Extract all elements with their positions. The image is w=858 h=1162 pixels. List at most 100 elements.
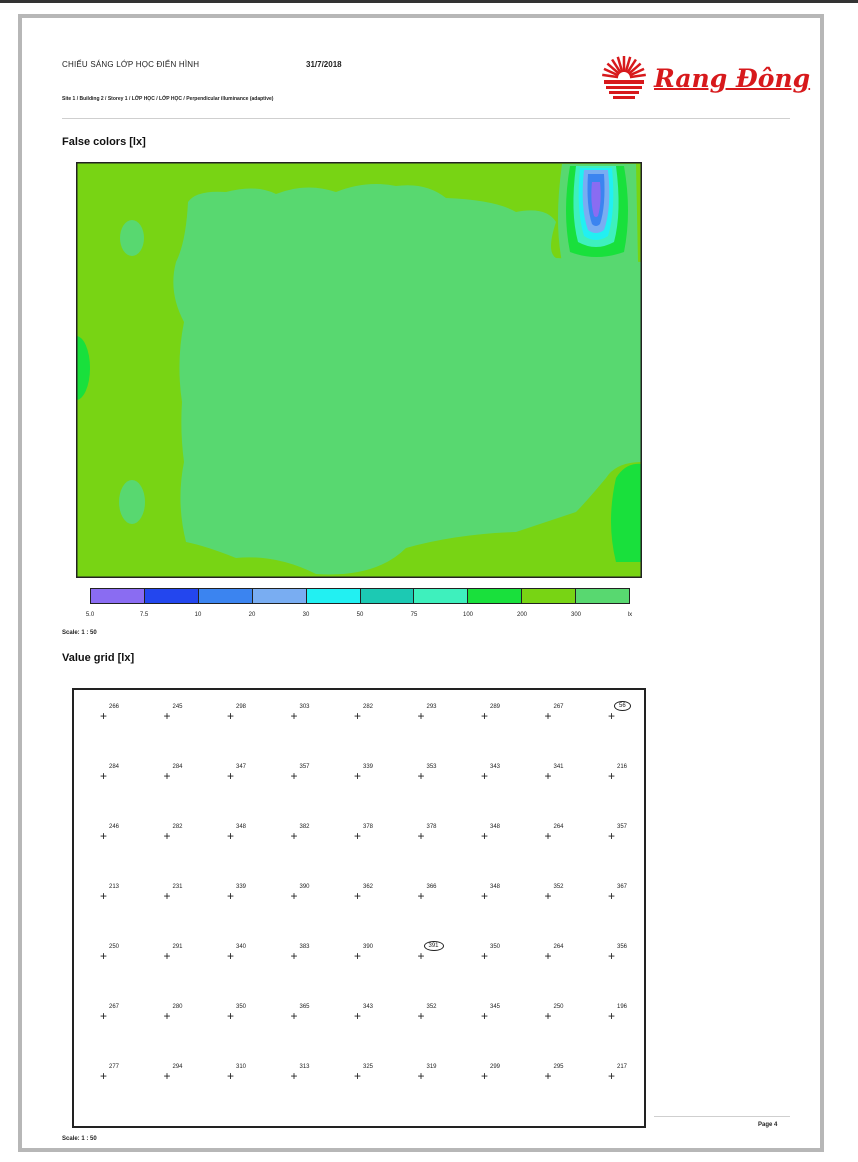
crosshair-icon: + — [417, 769, 425, 783]
crosshair-icon: + — [290, 829, 298, 843]
legend-swatch — [414, 589, 469, 603]
grid-value: 390 — [299, 884, 310, 890]
grid-value: 341 — [553, 764, 564, 770]
grid-value: 295 — [553, 1064, 564, 1070]
crosshair-icon: + — [227, 829, 235, 843]
grid-value: 350 — [490, 944, 501, 950]
grid-value: 293 — [426, 704, 437, 710]
grid-value: 378 — [426, 824, 437, 830]
crosshair-icon: + — [227, 1009, 235, 1023]
crosshair-icon: + — [544, 829, 552, 843]
crosshair-icon: + — [100, 769, 108, 783]
crosshair-icon: + — [100, 1069, 108, 1083]
page-number: Page 4 — [758, 1122, 778, 1128]
grid-value: 264 — [553, 944, 564, 950]
crosshair-icon: + — [354, 889, 362, 903]
crosshair-icon: + — [608, 1009, 616, 1023]
legend-swatch — [91, 589, 145, 603]
grid-point: +341 — [545, 764, 585, 784]
crosshair-icon: + — [608, 949, 616, 963]
grid-point: +313 — [291, 1064, 331, 1084]
grid-point: +350 — [481, 944, 521, 964]
grid-value: 378 — [363, 824, 374, 830]
crosshair-icon: + — [544, 949, 552, 963]
grid-point: +289 — [481, 704, 521, 724]
grid-value: 365 — [299, 1004, 310, 1010]
grid-point: +267 — [545, 704, 585, 724]
grid-value: 345 — [490, 1004, 501, 1010]
grid-point: +56 — [608, 701, 648, 724]
crosshair-icon: + — [100, 889, 108, 903]
color-legend-bar — [90, 588, 630, 604]
legend-swatch — [360, 589, 415, 603]
grid-point: +282 — [354, 704, 394, 724]
value-grid-scale: Scale: 1 : 50 — [62, 1136, 97, 1142]
crosshair-icon: + — [163, 709, 171, 723]
grid-point: +339 — [354, 764, 394, 784]
crosshair-icon: + — [227, 889, 235, 903]
crosshair-icon: + — [163, 769, 171, 783]
grid-value: 216 — [617, 764, 628, 770]
crosshair-icon: + — [608, 709, 616, 723]
grid-point: +250 — [100, 944, 140, 964]
legend-tick-label: 10 — [194, 612, 202, 618]
crosshair-icon: + — [354, 829, 362, 843]
grid-point: +350 — [227, 1004, 267, 1024]
legend-tick-label: 50 — [356, 612, 364, 618]
grid-point: +216 — [608, 764, 648, 784]
crosshair-icon: + — [354, 769, 362, 783]
grid-value: 217 — [617, 1064, 628, 1070]
grid-value: 362 — [363, 884, 374, 890]
crosshair-icon: + — [290, 769, 298, 783]
crosshair-icon: + — [354, 709, 362, 723]
grid-point: +391 — [418, 941, 458, 964]
grid-point: +378 — [418, 824, 458, 844]
grid-point: +362 — [354, 884, 394, 904]
grid-point: +295 — [545, 1064, 585, 1084]
crosshair-icon: + — [481, 889, 489, 903]
grid-value: 267 — [553, 704, 564, 710]
legend-swatch — [306, 589, 361, 603]
grid-value: 310 — [236, 1064, 247, 1070]
grid-point: +282 — [164, 824, 204, 844]
grid-value: 382 — [299, 824, 310, 830]
grid-point: +291 — [164, 944, 204, 964]
crosshair-icon: + — [227, 1069, 235, 1083]
grid-point: +348 — [481, 824, 521, 844]
grid-point: +280 — [164, 1004, 204, 1024]
grid-point: +245 — [164, 704, 204, 724]
grid-value: 356 — [617, 944, 628, 950]
legend-tick-label: 5.0 — [85, 612, 95, 618]
legend-tick-label: 7.5 — [139, 612, 149, 618]
grid-point: +264 — [545, 944, 585, 964]
grid-point: +299 — [481, 1064, 521, 1084]
grid-value: 213 — [109, 884, 120, 890]
crosshair-icon: + — [354, 1069, 362, 1083]
value-grid-title: Value grid [lx] — [62, 652, 135, 664]
grid-value: 367 — [617, 884, 628, 890]
value-grid: +266 +245 +298 +303 +282 +293 +289 +267 +56 +284 +… — [72, 688, 646, 1128]
brand-logo: Rang Đông — [596, 54, 810, 104]
grid-point: +298 — [227, 704, 267, 724]
crosshair-icon: + — [100, 829, 108, 843]
grid-value: 366 — [426, 884, 437, 890]
legend-tick-label: 100 — [462, 612, 474, 618]
grid-value: 282 — [172, 824, 183, 830]
grid-value: 250 — [553, 1004, 564, 1010]
grid-point: +294 — [164, 1064, 204, 1084]
grid-value: 196 — [617, 1004, 628, 1010]
crosshair-icon: + — [544, 889, 552, 903]
crosshair-icon: + — [290, 949, 298, 963]
report-page: CHIẾU SÁNG LỚP HỌC ĐIỂN HÌNH 31/7/2018 S… — [18, 14, 824, 1152]
crosshair-icon: + — [481, 709, 489, 723]
grid-value: 391 — [423, 941, 444, 951]
crosshair-icon: + — [608, 1069, 616, 1083]
grid-point: +390 — [354, 944, 394, 964]
grid-point: +339 — [227, 884, 267, 904]
crosshair-icon: + — [100, 949, 108, 963]
grid-value: 294 — [172, 1064, 183, 1070]
legend-swatch — [576, 589, 630, 603]
grid-value: 348 — [490, 824, 501, 830]
crosshair-icon: + — [163, 1009, 171, 1023]
grid-point: +357 — [608, 824, 648, 844]
